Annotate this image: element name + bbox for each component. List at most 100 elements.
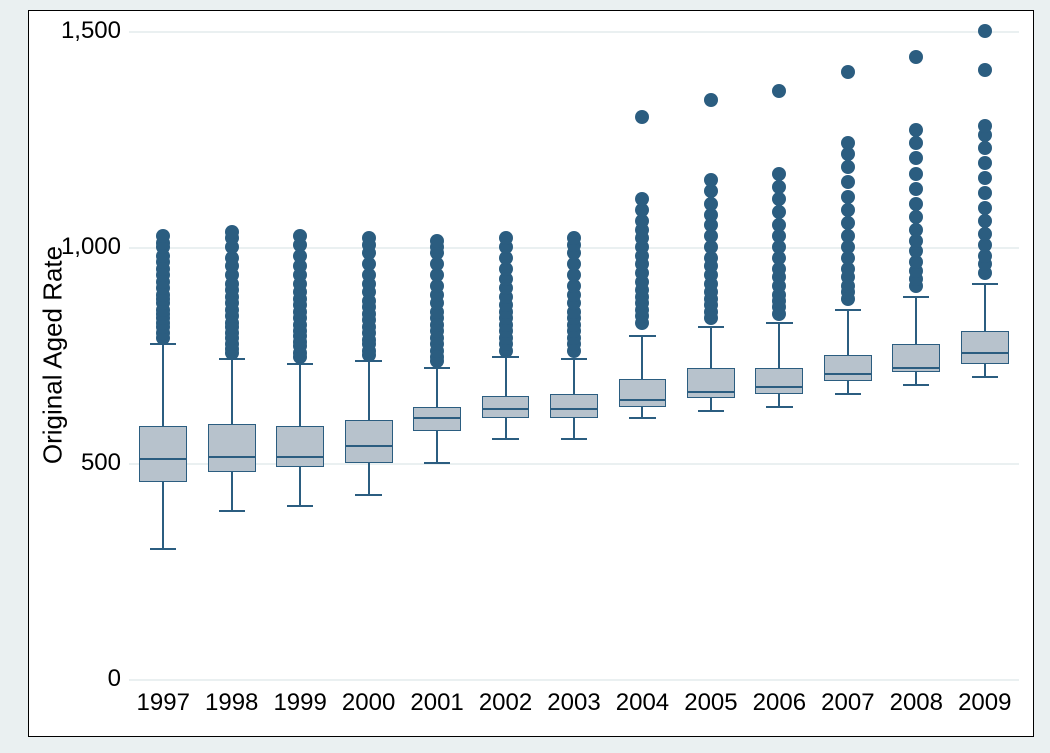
whisker-cap-lower	[424, 462, 450, 464]
plot-area: 05001,0001,50019971998199920002001200220…	[129, 31, 1019, 679]
whisker-cap-upper	[903, 296, 929, 298]
figure-outer: Original Aged Rate 05001,0001,5001997199…	[0, 0, 1050, 753]
whisker-upper	[778, 323, 780, 368]
whisker-upper	[641, 336, 643, 379]
median-line	[961, 352, 1009, 354]
x-tick-label: 2008	[890, 679, 943, 717]
median-line	[619, 399, 667, 401]
box	[824, 355, 872, 381]
box	[687, 368, 735, 398]
outlier-point	[841, 216, 855, 230]
median-line	[824, 373, 872, 375]
whisker-cap-upper	[766, 322, 792, 324]
outlier-point	[909, 223, 923, 237]
whisker-upper	[710, 327, 712, 368]
box	[345, 420, 393, 463]
box	[755, 368, 803, 394]
x-tick-label: 2007	[821, 679, 874, 717]
median-line	[413, 417, 461, 419]
box	[413, 407, 461, 431]
x-tick-label: 1999	[273, 679, 326, 717]
outlier-point	[909, 197, 923, 211]
outlier-point	[225, 225, 239, 239]
whisker-cap-upper	[835, 309, 861, 311]
outlier-point	[978, 156, 992, 170]
outlier-point	[978, 141, 992, 155]
outlier-point	[978, 171, 992, 185]
whisker-upper	[505, 357, 507, 396]
outlier-point	[909, 151, 923, 165]
outlier-point	[772, 180, 786, 194]
outlier-point	[772, 218, 786, 232]
x-tick-label: 2003	[547, 679, 600, 717]
outlier-point	[978, 214, 992, 228]
outlier-point	[841, 160, 855, 174]
outlier-point	[293, 229, 307, 243]
x-tick-label: 2004	[616, 679, 669, 717]
whisker-upper	[162, 344, 164, 426]
whisker-upper	[299, 364, 301, 427]
outlier-point	[909, 210, 923, 224]
outlier-point	[909, 50, 923, 64]
median-line	[892, 367, 940, 369]
box	[619, 379, 667, 407]
outlier-point	[841, 136, 855, 150]
y-tick-label: 1,000	[61, 233, 129, 261]
outlier-point	[978, 119, 992, 133]
whisker-cap-lower	[219, 510, 245, 512]
x-tick-label: 2009	[958, 679, 1011, 717]
whisker-upper	[573, 359, 575, 394]
outlier-point	[499, 231, 513, 245]
outlier-point	[772, 205, 786, 219]
y-gridline	[129, 31, 1019, 33]
outlier-point	[909, 182, 923, 196]
median-line	[345, 445, 393, 447]
whisker-cap-lower	[355, 494, 381, 496]
outlier-point	[841, 65, 855, 79]
x-tick-label: 2006	[753, 679, 806, 717]
outlier-point	[978, 201, 992, 215]
whisker-lower	[436, 431, 438, 463]
whisker-cap-upper	[972, 283, 998, 285]
box	[208, 424, 256, 472]
outlier-point	[772, 84, 786, 98]
whisker-cap-lower	[835, 393, 861, 395]
outlier-point	[362, 231, 376, 245]
x-tick-label: 1997	[137, 679, 190, 717]
x-tick-label: 2005	[684, 679, 737, 717]
x-tick-label: 2002	[479, 679, 532, 717]
y-axis-title: Original Aged Rate	[38, 246, 69, 464]
whisker-cap-upper	[629, 335, 655, 337]
whisker-cap-upper	[561, 358, 587, 360]
outlier-point	[978, 24, 992, 38]
outlier-point	[909, 123, 923, 137]
outlier-point	[567, 231, 581, 245]
whisker-cap-lower	[629, 417, 655, 419]
whisker-lower	[162, 482, 164, 549]
outlier-point	[978, 227, 992, 241]
y-gridline	[129, 463, 1019, 465]
outlier-point	[841, 203, 855, 217]
outlier-point	[430, 234, 444, 248]
whisker-lower	[231, 472, 233, 511]
median-line	[482, 408, 530, 410]
whisker-upper	[231, 359, 233, 424]
whisker-upper	[847, 310, 849, 355]
whisker-cap-lower	[698, 410, 724, 412]
outlier-point	[156, 229, 170, 243]
x-tick-label: 2000	[342, 679, 395, 717]
box	[276, 426, 324, 467]
outlier-point	[909, 136, 923, 150]
whisker-cap-upper	[698, 326, 724, 328]
median-line	[687, 391, 735, 393]
plot-panel: Original Aged Rate 05001,0001,5001997199…	[28, 10, 1034, 737]
outlier-point	[635, 110, 649, 124]
outlier-point	[841, 175, 855, 189]
box	[961, 331, 1009, 363]
whisker-cap-lower	[287, 505, 313, 507]
whisker-cap-lower	[903, 384, 929, 386]
whisker-lower	[368, 463, 370, 495]
whisker-cap-lower	[972, 376, 998, 378]
median-line	[139, 458, 187, 460]
whisker-upper	[368, 361, 370, 419]
